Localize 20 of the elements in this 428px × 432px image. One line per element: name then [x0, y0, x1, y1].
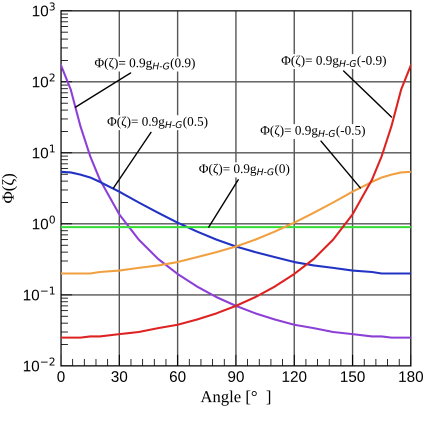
- y-tick-label: 10$^{1}$: [32, 144, 55, 158]
- y-axis-title: Φ(ζ): [2, 174, 18, 203]
- annotation: Φ(ζ)= 0.9g$_{H-G}$(-0.9): [282, 55, 386, 68]
- y-tick-label: 10$^{2}$: [32, 73, 55, 88]
- x-tick-label: 0: [57, 371, 65, 382]
- annotation: Φ(ζ)= 0.9g$_{H-G}$(0): [199, 164, 290, 176]
- y-tick-label: 10$^{0}$: [32, 215, 55, 230]
- x-tick-label: 60: [170, 371, 186, 382]
- annotation: Φ(ζ)= 0.9g$_{H-G}$(0.9): [94, 58, 195, 70]
- annotation: Φ(ζ)= 0.9g$_{H-G}$(-0.5): [260, 125, 365, 138]
- annotation: Φ(ζ)= 0.9g$_{H-G}$(0.5): [107, 116, 208, 129]
- y-tick-label: 10$^{−2}$: [24, 358, 55, 372]
- y-tick-label: 10$^{−1}$: [24, 286, 55, 300]
- x-axis-title: Angle [° ]: [200, 390, 270, 406]
- y-tick-label: 10$^{3}$: [32, 2, 55, 16]
- x-tick-label: 120: [282, 371, 306, 382]
- x-tick-label: 90: [228, 371, 244, 382]
- x-tick-label: 30: [111, 371, 128, 382]
- x-tick-label: 150: [340, 371, 365, 382]
- x-tick-label: 180: [399, 371, 424, 382]
